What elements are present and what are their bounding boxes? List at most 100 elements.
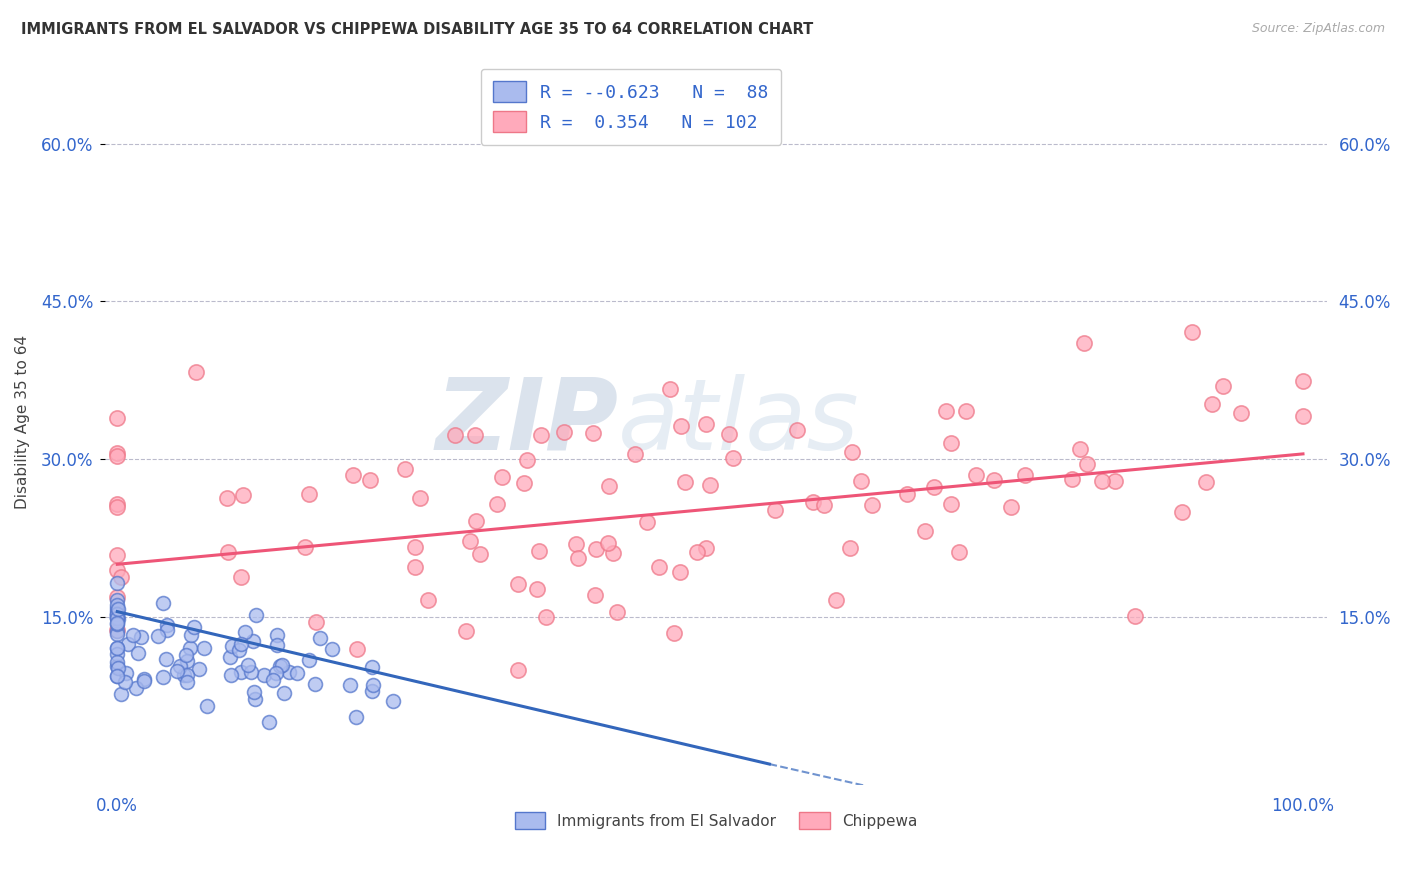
Point [1181,325,1204,339]
Point [361,660,384,674]
Point [382,693,405,707]
Point [669,419,692,434]
Point [485,497,508,511]
Point [344,710,367,724]
Point [841,445,863,459]
Point [444,428,467,442]
Point [585,542,607,557]
Point [229,665,252,680]
Point [229,570,252,584]
Point [598,479,620,493]
Point [346,642,368,657]
Point [717,427,740,442]
Point [242,634,264,648]
Point [321,641,343,656]
Point [924,479,946,493]
Point [271,657,294,672]
Point [565,537,588,551]
Point [409,491,432,505]
Point [105,648,128,662]
Point [176,675,198,690]
Point [695,417,717,431]
Point [242,685,264,699]
Point [825,593,848,607]
Point [1073,336,1095,351]
Point [1171,505,1194,519]
Point [105,617,128,632]
Point [134,672,156,686]
Point [239,665,262,680]
Point [105,609,128,624]
Point [699,477,721,491]
Point [243,691,266,706]
Point [277,665,299,679]
Point [176,668,198,682]
Point [114,666,136,681]
Point [536,610,558,624]
Point [1091,474,1114,488]
Point [404,560,426,574]
Point [155,651,177,665]
Point [105,601,128,615]
Point [685,544,707,558]
Point [122,628,145,642]
Point [361,678,384,692]
Point [105,604,128,618]
Point [530,428,553,442]
Point [169,659,191,673]
Point [195,698,218,713]
Point [896,487,918,501]
Point [955,404,977,418]
Point [294,540,316,554]
Point [1076,457,1098,471]
Point [105,598,128,612]
Point [129,631,152,645]
Point [221,639,243,653]
Point [935,403,957,417]
Point [134,673,156,688]
Point [285,666,308,681]
Point [662,626,685,640]
Point [193,640,215,655]
Point [1229,406,1251,420]
Point [174,648,197,662]
Point [105,655,128,669]
Point [266,638,288,652]
Text: atlas: atlas [619,374,860,471]
Point [786,423,808,437]
Point [105,563,128,577]
Point [464,428,486,442]
Point [114,674,136,689]
Point [553,425,575,439]
Point [305,615,328,630]
Point [228,643,250,657]
Point [127,646,149,660]
Point [105,624,128,639]
Point [107,661,129,675]
Point [606,606,628,620]
Point [105,669,128,683]
Point [105,626,128,640]
Point [851,475,873,489]
Point [1104,474,1126,488]
Point [156,624,179,638]
Point [105,607,128,621]
Point [470,547,492,561]
Point [110,687,132,701]
Point [105,497,128,511]
Y-axis label: Disability Age 35 to 64: Disability Age 35 to 64 [15,335,30,509]
Point [105,411,128,425]
Point [659,382,682,396]
Point [527,543,550,558]
Point [217,491,239,505]
Point [1069,442,1091,457]
Point [359,473,381,487]
Point [253,667,276,681]
Text: Source: ZipAtlas.com: Source: ZipAtlas.com [1251,22,1385,36]
Point [1123,608,1146,623]
Point [176,654,198,668]
Point [105,659,128,673]
Point [105,449,128,463]
Point [107,612,129,626]
Point [342,468,364,483]
